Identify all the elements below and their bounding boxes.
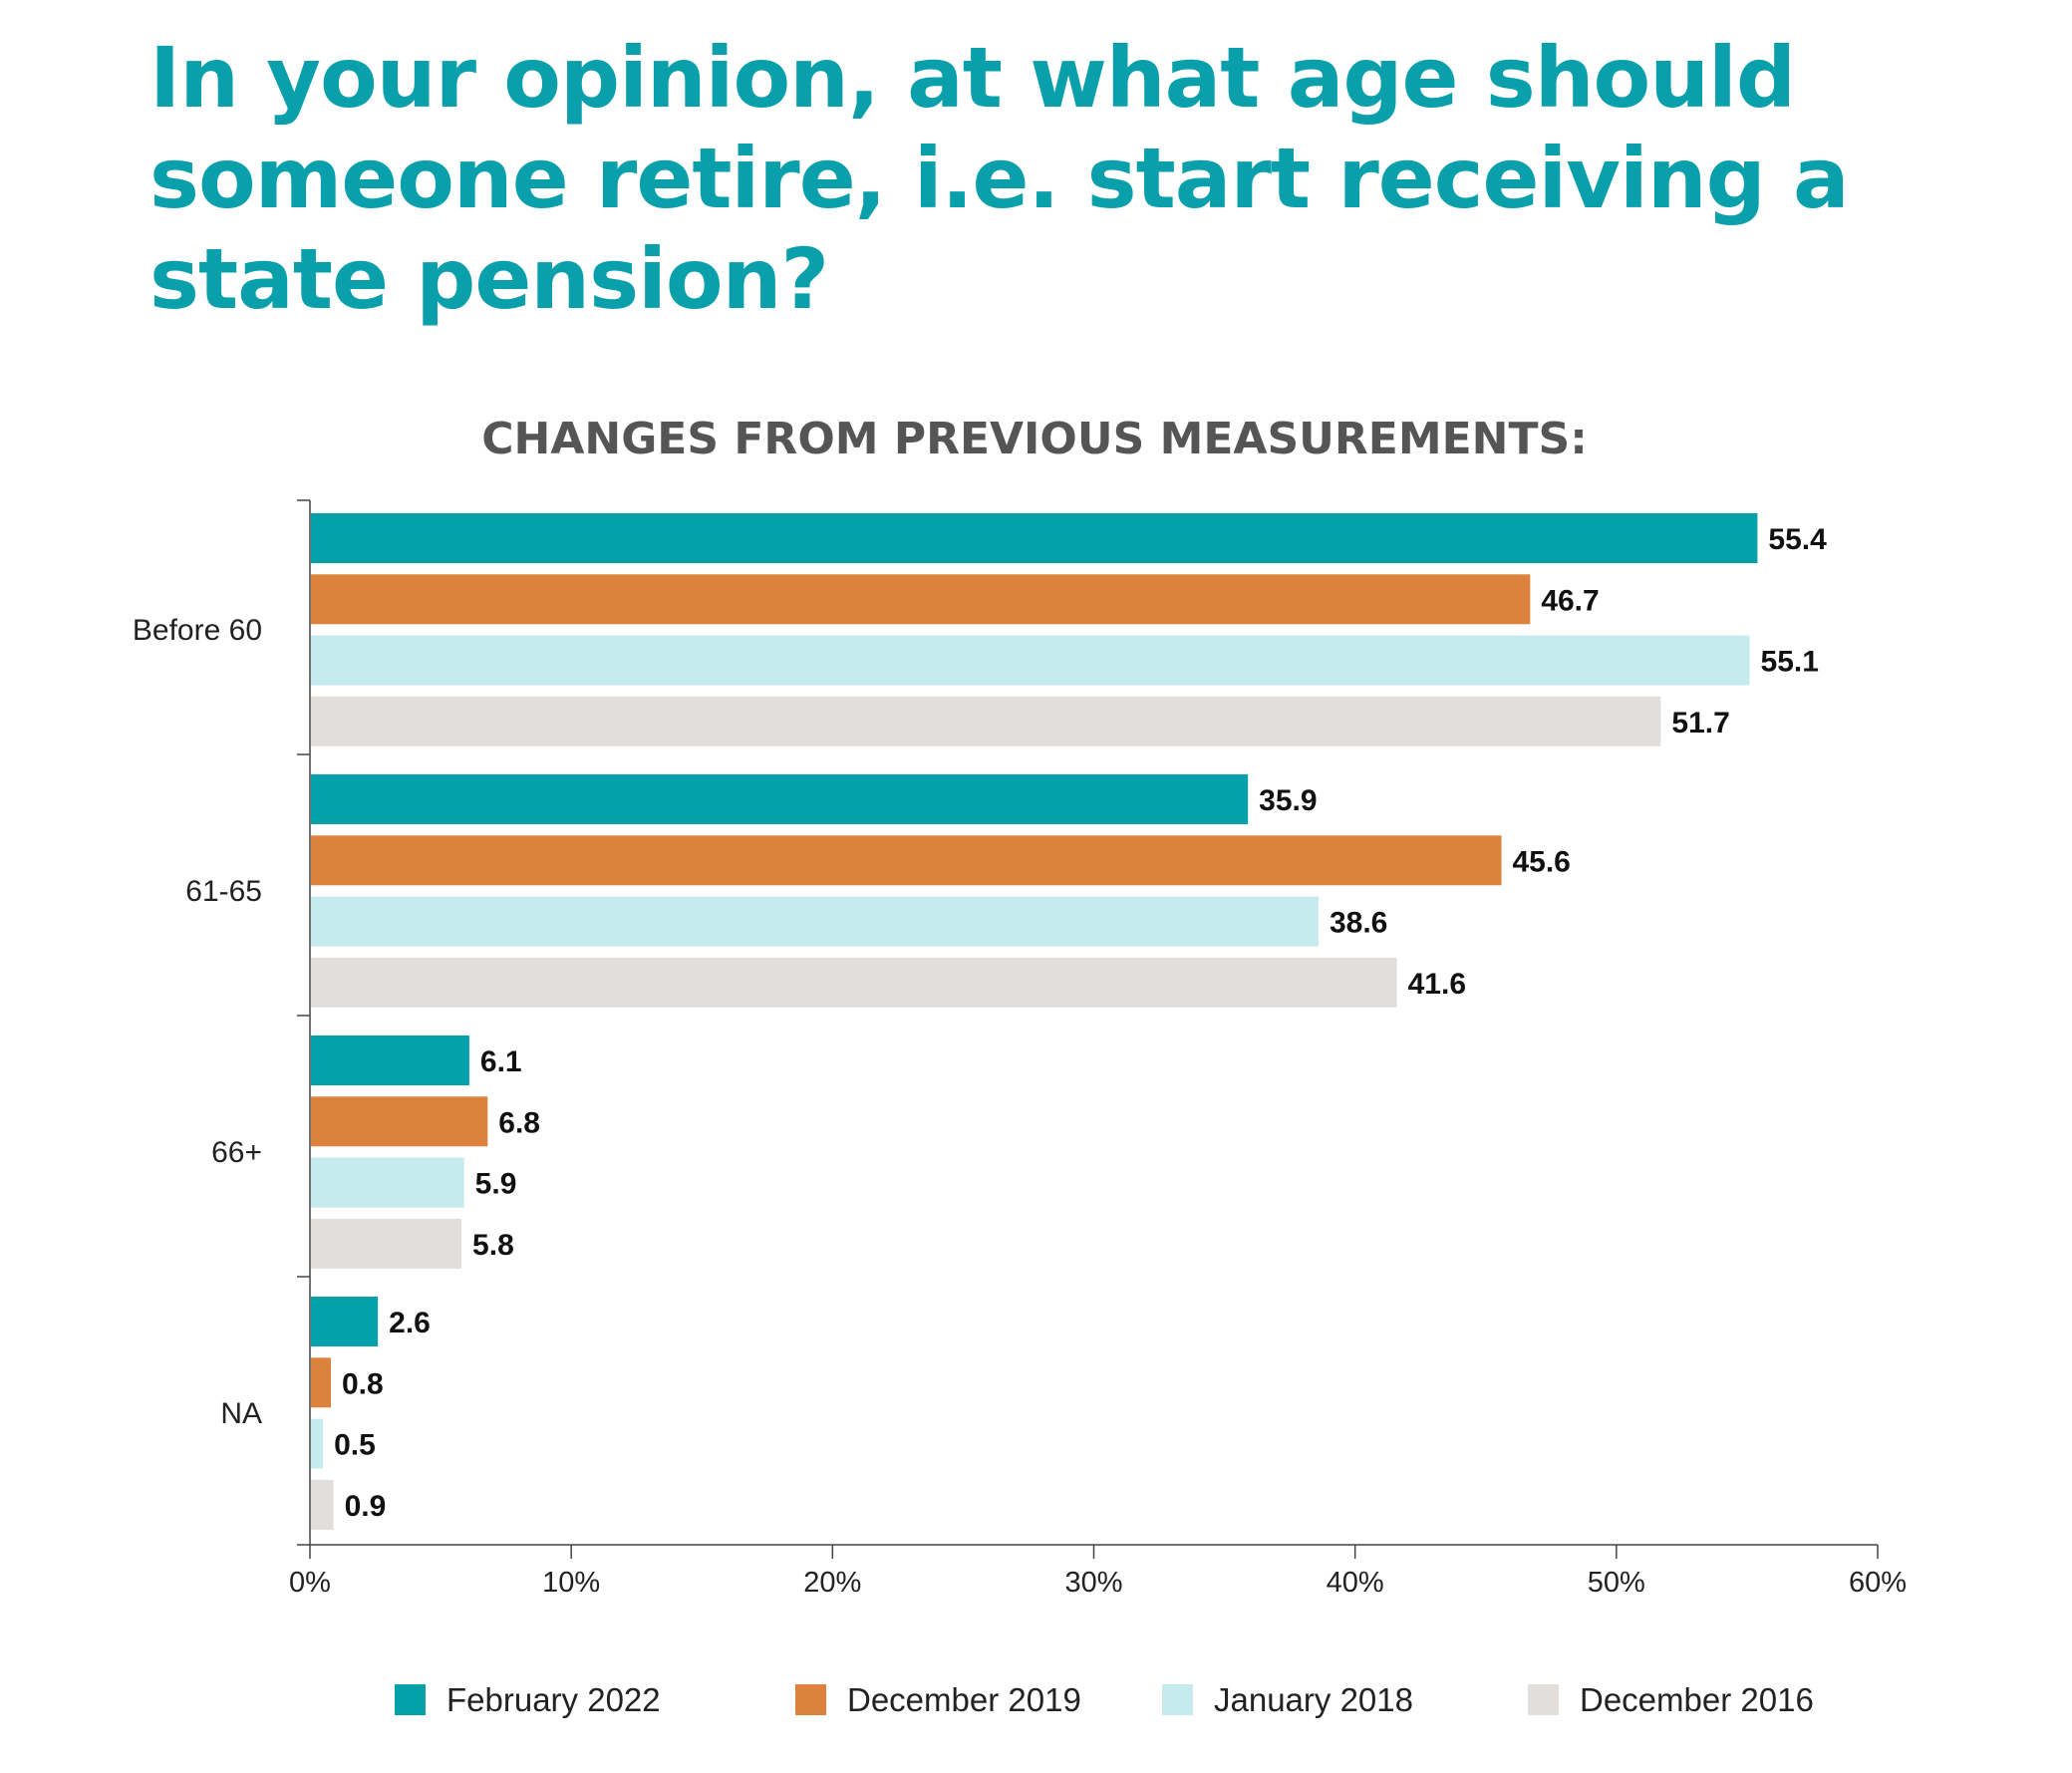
bar	[311, 896, 1319, 947]
bar	[311, 1297, 379, 1346]
bar	[311, 1418, 324, 1469]
value-label: 51.7	[1671, 707, 1729, 739]
bar	[311, 1479, 334, 1530]
value-label: 0.8	[342, 1367, 384, 1400]
bars-group	[311, 513, 1758, 1530]
value-label: 5.9	[475, 1168, 517, 1201]
legend-label: December 2019	[847, 1681, 1081, 1718]
category-labels-group: Before 60 61-65 66+ NA	[133, 614, 262, 1430]
x-tick-label: 50%	[1588, 1567, 1645, 1599]
value-labels-group: 55.4 46.7 55.1 51.7 35.9 45.6 38.6 41.6 6.1 6.8 5.…	[334, 523, 1827, 1523]
bar	[311, 774, 1249, 824]
value-label: 45.6	[1512, 845, 1570, 878]
category-label-61-65: 61-65	[185, 875, 262, 908]
bar	[311, 635, 1750, 686]
axes	[297, 499, 1879, 1559]
category-label-before-60: Before 60	[133, 614, 262, 647]
bar	[311, 957, 1397, 1008]
x-tick-label: 10%	[542, 1567, 600, 1599]
value-label: 2.6	[389, 1307, 431, 1339]
category-label-66: 66+	[211, 1136, 262, 1169]
category-label-na: NA	[220, 1397, 262, 1430]
value-label: 0.5	[334, 1429, 376, 1462]
bar	[311, 1218, 462, 1269]
value-label: 38.6	[1330, 907, 1387, 940]
legend-label: January 2018	[1214, 1681, 1413, 1718]
legend-swatch	[395, 1684, 426, 1715]
value-label: 6.8	[498, 1106, 540, 1139]
x-tick-label: 40%	[1327, 1567, 1384, 1599]
tick-labels-group: 0% 10% 20% 30% 40% 50% 60%	[289, 1567, 1907, 1599]
legend-swatch	[1162, 1684, 1193, 1715]
x-tick-label: 20%	[803, 1567, 861, 1599]
value-label: 55.1	[1761, 646, 1819, 679]
bar	[311, 835, 1502, 886]
value-label: 41.6	[1408, 968, 1466, 1001]
legend-label: February 2022	[446, 1681, 661, 1718]
value-label: 46.7	[1541, 584, 1599, 617]
value-label: 0.9	[345, 1490, 387, 1523]
x-tick-label: 0%	[289, 1567, 331, 1599]
x-tick-label: 60%	[1849, 1567, 1907, 1599]
value-label: 5.8	[472, 1229, 514, 1262]
chart-headline: In your opinion, at what age should some…	[149, 29, 1850, 328]
bar	[311, 1035, 469, 1085]
legend: February 2022 December 2019 January 2018 De…	[395, 1681, 1814, 1718]
bar	[311, 696, 1661, 746]
legend-swatch	[795, 1684, 826, 1715]
value-label: 35.9	[1259, 784, 1317, 817]
bar	[311, 574, 1531, 625]
value-label: 55.4	[1768, 523, 1827, 556]
bar	[311, 513, 1758, 563]
x-tick-label: 30%	[1064, 1567, 1122, 1599]
legend-label: December 2016	[1580, 1681, 1814, 1718]
legend-swatch	[1528, 1684, 1559, 1715]
value-label: 6.1	[480, 1045, 522, 1078]
chart-subtitle: CHANGES FROM PREVIOUS MEASUREMENTS:	[481, 414, 1588, 464]
bar	[311, 1157, 464, 1208]
bar	[311, 1357, 331, 1408]
bar	[311, 1096, 488, 1147]
